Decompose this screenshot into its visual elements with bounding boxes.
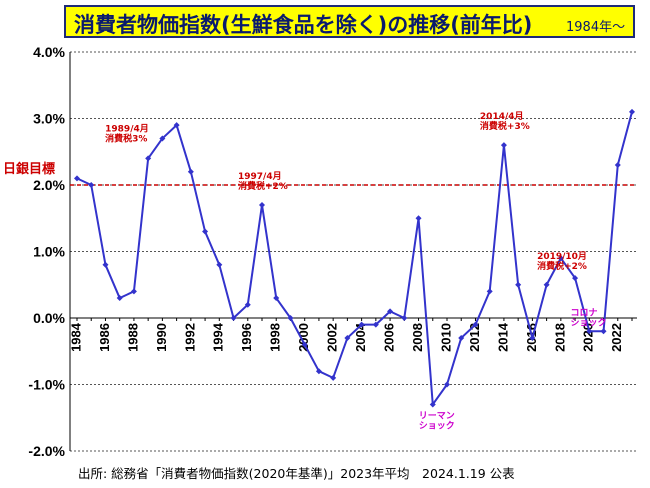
annotation-label: 2019/10月消費税+2% — [537, 251, 587, 272]
y-tick-label: -1.0% — [28, 377, 65, 393]
data-point — [401, 315, 408, 321]
x-tick-label: 2014 — [495, 322, 510, 352]
data-point — [600, 328, 607, 335]
y-tick-label: 3.0% — [33, 111, 65, 127]
data-point — [74, 175, 80, 182]
data-point — [230, 315, 237, 321]
x-tick-label: 2008 — [410, 323, 425, 352]
annotation-line: 1989/4月 — [105, 123, 149, 134]
source-footnote: 出所: 総務省「消費者物価指数(2020年基準)」2023年平均 2024.1.… — [78, 466, 515, 481]
data-point — [216, 261, 223, 268]
x-tick-label: 1998 — [268, 323, 283, 352]
x-tick-label: 2022 — [609, 323, 624, 352]
x-tick-label: 1984 — [68, 322, 83, 352]
cpi-series — [74, 108, 635, 408]
data-point — [187, 168, 194, 175]
target-line-group: 日銀目標 — [3, 161, 637, 186]
data-point — [130, 288, 137, 295]
x-tick-label: 2012 — [467, 323, 482, 352]
data-point — [88, 182, 95, 188]
data-point — [116, 295, 123, 302]
data-point — [301, 341, 308, 348]
chart-axes: -2.0% -1.0% 0.0% 1.0% 2.0% 3.0% 4.0% 1984 1986 19… — [28, 44, 637, 459]
data-point — [315, 368, 322, 375]
data-point — [202, 228, 209, 235]
annotation-line: ショック — [419, 420, 455, 431]
annotation-line: ショック — [571, 317, 607, 328]
annotation-line: 1997/4月 — [238, 171, 282, 182]
data-point — [586, 328, 593, 335]
annotation-line: 2014/4月 — [480, 111, 524, 122]
chart-subtitle: 1984年～ — [566, 20, 626, 35]
data-point — [344, 334, 351, 341]
data-point — [330, 374, 337, 381]
annotation-label: 1989/4月消費税3% — [105, 123, 149, 144]
target-label: 日銀目標 — [3, 161, 55, 177]
data-point — [529, 334, 536, 341]
x-tick-label: 1988 — [125, 323, 140, 352]
x-tick-label: 1990 — [154, 323, 169, 352]
x-tick-label: 1992 — [182, 323, 197, 352]
y-tick-label: -2.0% — [28, 443, 65, 459]
data-point — [486, 288, 493, 295]
x-tick-label: 1986 — [97, 323, 112, 352]
annotation-label: コロナショック — [571, 307, 607, 328]
y-tick-label: 0.0% — [33, 310, 65, 326]
data-point — [358, 321, 365, 328]
data-point — [102, 261, 109, 268]
y-tick-label: 4.0% — [33, 44, 65, 60]
data-point — [557, 255, 564, 262]
x-tick-label: 2010 — [438, 323, 453, 352]
data-point — [444, 381, 450, 388]
data-point — [372, 321, 379, 328]
data-point — [500, 142, 507, 149]
y-tick-label: 2.0% — [33, 177, 65, 193]
data-point — [429, 401, 436, 408]
annotations: 1989/4月消費税3%1997/4月消費税+2%2014/4月消費税+3%20… — [105, 111, 606, 431]
data-point — [515, 281, 522, 288]
annotation-label: リーマンショック — [419, 410, 455, 431]
x-tick-label: 2000 — [296, 323, 311, 352]
data-point — [415, 215, 422, 222]
data-point — [159, 135, 166, 142]
annotation-line: リーマン — [419, 410, 455, 421]
annotation-label: 2014/4月消費税+3% — [480, 111, 530, 132]
annotation-line: 消費税+2% — [537, 260, 587, 272]
data-point — [458, 334, 465, 341]
x-tick-label: 2002 — [325, 323, 340, 352]
data-point — [614, 162, 621, 169]
annotation-line: 消費税+3% — [480, 120, 530, 132]
chart-title: 消費者物価指数(生鮮食品を除く)の推移(前年比) — [74, 13, 533, 37]
annotation-line: 消費税3% — [105, 132, 147, 144]
data-point — [259, 201, 265, 208]
y-tick-label: 1.0% — [33, 244, 65, 260]
x-tick-label: 2006 — [382, 323, 397, 352]
data-point — [629, 108, 635, 115]
data-point — [287, 315, 294, 321]
annotation-line: コロナ — [571, 307, 598, 318]
x-tick-label: 2020 — [581, 323, 596, 352]
data-point — [244, 301, 251, 308]
annotation-line: 消費税+2% — [238, 180, 288, 192]
x-tick-label: 1994 — [211, 322, 226, 352]
data-point — [173, 122, 180, 129]
title-box: 消費者物価指数(生鮮食品を除く)の推移(前年比) 1984年～ — [64, 5, 635, 38]
cpi-line — [76, 111, 633, 406]
x-tick-label: 1996 — [239, 323, 254, 352]
data-point — [572, 275, 579, 282]
annotation-line: 2019/10月 — [537, 251, 587, 262]
x-tick-label: 2018 — [552, 323, 567, 352]
annotation-label: 1997/4月消費税+2% — [238, 171, 288, 192]
data-point — [387, 308, 394, 315]
data-point — [273, 295, 280, 302]
data-point — [145, 155, 152, 162]
data-point — [543, 281, 550, 288]
data-point — [472, 321, 479, 328]
